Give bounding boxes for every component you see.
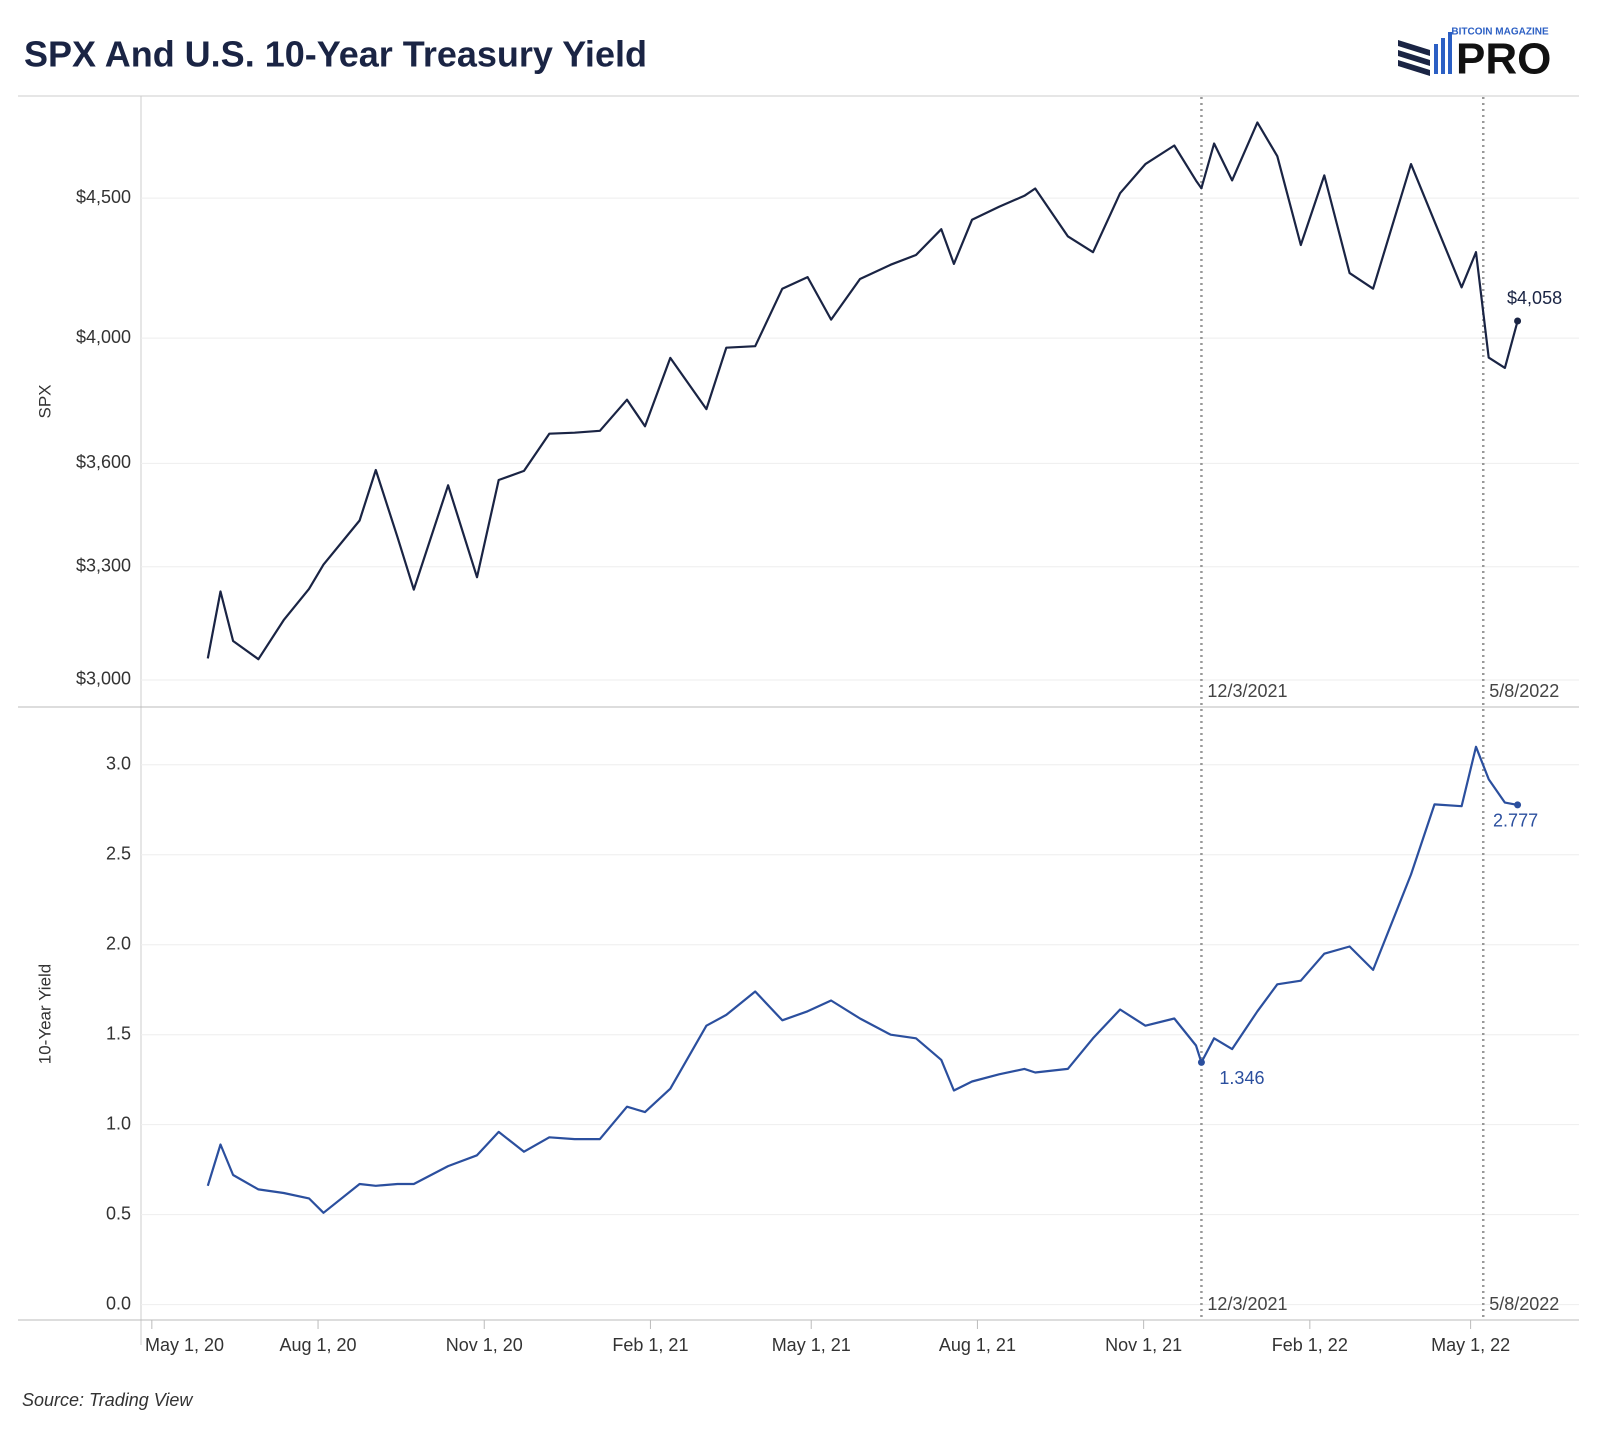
x-tick-label: Aug 1, 21	[939, 1335, 1016, 1355]
y-tick-label: 1.0	[106, 1113, 131, 1133]
point-marker	[1514, 317, 1522, 325]
y-tick-label: 0.5	[106, 1203, 131, 1223]
annotation-label: 12/3/2021	[1207, 1294, 1287, 1314]
x-tick-label: May 1, 21	[772, 1335, 851, 1355]
source: Source: Trading View	[22, 1390, 193, 1410]
series-line	[206, 745, 1518, 1214]
x-tick-label: Nov 1, 20	[446, 1335, 523, 1355]
x-tick-label: May 1, 20	[145, 1335, 224, 1355]
y-axis-title: SPX	[35, 384, 54, 418]
x-tick-label: Nov 1, 21	[1105, 1335, 1182, 1355]
logo-small: BITCOIN MAGAZINE	[1451, 27, 1549, 38]
series-line	[206, 121, 1519, 661]
point-marker	[1197, 1058, 1205, 1066]
data-label: 1.346	[1219, 1068, 1264, 1088]
x-tick-label: Aug 1, 20	[280, 1335, 357, 1355]
y-tick-label: 3.0	[106, 754, 131, 774]
point-marker	[1514, 801, 1522, 809]
y-tick-label: 1.5	[106, 1023, 131, 1043]
x-tick-label: May 1, 22	[1431, 1335, 1510, 1355]
annotation-label: 5/8/2022	[1489, 1294, 1559, 1314]
data-label: 2.777	[1493, 811, 1538, 831]
logo: BITCOIN MAGAZINE PRO	[1398, 27, 1551, 84]
logo-main: PRO	[1456, 35, 1551, 84]
y-axis-title: 10-Year Yield	[35, 964, 54, 1065]
y-tick-label: 2.5	[106, 844, 131, 864]
y-tick-label: $4,500	[76, 187, 131, 207]
annotation-label: 5/8/2022	[1489, 681, 1559, 701]
x-tick-label: Feb 1, 22	[1272, 1335, 1348, 1355]
y-tick-label: 2.0	[106, 933, 131, 953]
y-tick-label: $4,000	[76, 327, 131, 347]
y-tick-label: $3,600	[76, 452, 131, 472]
data-label: $4,058	[1507, 288, 1562, 308]
annotation-label: 12/3/2021	[1207, 681, 1287, 701]
y-tick-label: $3,000	[76, 669, 131, 689]
y-tick-label: 0.0	[106, 1293, 131, 1313]
x-tick-label: Feb 1, 21	[612, 1335, 688, 1355]
y-tick-label: $3,300	[76, 555, 131, 575]
chart-title: SPX And U.S. 10-Year Treasury Yield	[24, 34, 647, 75]
